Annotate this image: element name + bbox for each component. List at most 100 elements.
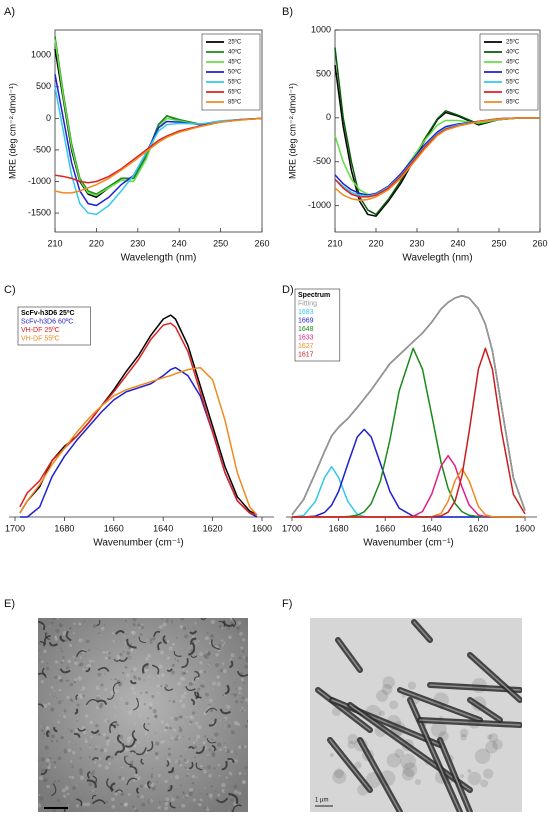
stain [401, 739, 414, 752]
noise [170, 670, 176, 675]
noise [206, 754, 209, 756]
noise [163, 728, 168, 732]
noise [169, 726, 172, 730]
noise [188, 737, 191, 740]
fibril [188, 746, 195, 750]
legend-label: 85ºC [228, 99, 242, 106]
noise [104, 718, 109, 723]
noise [67, 804, 69, 806]
noise [228, 771, 232, 775]
micrograph-f-texture [315, 619, 522, 812]
noise [221, 782, 226, 788]
noise [144, 666, 148, 669]
x-tick-label: 230 [130, 238, 145, 248]
legend-label: 1617 [298, 351, 314, 358]
noise [38, 803, 42, 808]
noise [191, 791, 193, 794]
noise [210, 785, 213, 788]
noise [98, 757, 101, 761]
legend-label: 50ºC [506, 69, 520, 76]
panel-label: A) [4, 6, 15, 18]
noise [167, 741, 170, 743]
noise [165, 618, 171, 623]
legend-label: 1627 [298, 343, 314, 350]
data-line [19, 366, 258, 518]
noise [168, 646, 173, 651]
noise [181, 695, 185, 699]
noise [244, 766, 248, 770]
noise [240, 678, 245, 682]
stain [487, 734, 493, 740]
stain [468, 716, 481, 729]
noise [141, 700, 144, 702]
noise [47, 769, 50, 771]
noise [218, 624, 223, 629]
fibril [110, 724, 116, 729]
noise [158, 625, 163, 629]
noise [53, 690, 56, 692]
noise [145, 639, 148, 641]
noise [215, 663, 220, 668]
noise [191, 774, 196, 779]
noise [104, 656, 109, 660]
noise [217, 793, 221, 797]
noise [202, 740, 206, 745]
noise [90, 771, 95, 776]
noise [134, 807, 137, 811]
noise [82, 694, 85, 698]
x-tick-label: 240 [450, 238, 465, 248]
noise [123, 802, 128, 807]
noise [43, 649, 47, 654]
noise [136, 795, 140, 798]
noise [50, 686, 54, 689]
stain [446, 754, 454, 762]
noise [124, 802, 129, 807]
noise [196, 734, 201, 739]
noise [203, 654, 207, 658]
noise [206, 662, 211, 667]
noise [105, 650, 109, 654]
noise [242, 710, 245, 712]
noise [38, 649, 41, 652]
fibril [43, 635, 51, 645]
noise [111, 632, 115, 635]
y-tick-label: 0 [46, 113, 51, 123]
noise [59, 625, 62, 628]
noise [172, 700, 176, 704]
noise [223, 716, 228, 721]
x-tick-label: 1620 [203, 523, 223, 533]
noise [238, 656, 242, 660]
stain [402, 762, 418, 777]
fibril [96, 619, 101, 627]
noise [218, 644, 222, 648]
noise [193, 745, 198, 750]
noise [133, 722, 136, 725]
fibril [115, 630, 125, 635]
noise [39, 796, 44, 801]
legend-label: 55ºC [506, 79, 520, 86]
noise [198, 800, 202, 803]
noise [160, 673, 165, 678]
noise [204, 787, 206, 790]
stain [417, 716, 424, 723]
noise [57, 779, 60, 783]
noise [234, 682, 236, 684]
noise [151, 786, 156, 791]
stain [329, 752, 334, 758]
noise [75, 784, 78, 786]
noise [239, 709, 242, 711]
legend-label: 1648 [298, 326, 314, 333]
noise [73, 622, 76, 625]
fibril [169, 802, 176, 809]
noise [186, 774, 189, 777]
noise [176, 760, 181, 764]
noise [103, 673, 106, 675]
noise [235, 700, 239, 704]
noise [176, 659, 179, 663]
noise [197, 725, 202, 729]
fibril [85, 667, 91, 673]
noise [68, 740, 71, 743]
noise [195, 739, 198, 741]
noise [158, 664, 163, 669]
noise [222, 662, 225, 665]
